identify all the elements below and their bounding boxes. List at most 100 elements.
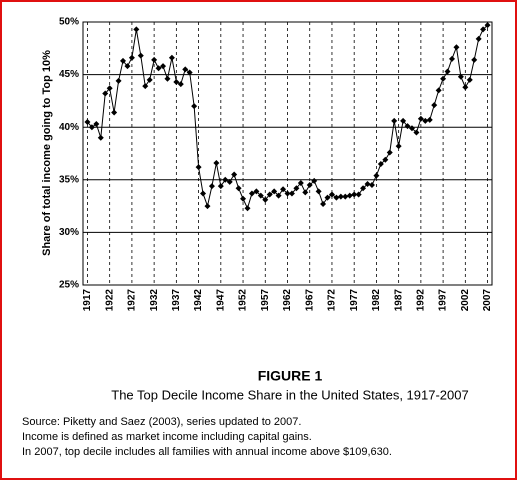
x-tick-label: 1972 [327,289,338,312]
data-point [244,205,251,212]
data-point [275,192,282,199]
data-point [142,83,149,90]
data-point [328,191,335,198]
data-point [155,65,162,72]
chart-subtitle: The Top Decile Income Share in the Unite… [111,387,468,402]
data-point [124,63,131,70]
data-point [382,156,389,163]
x-tick-label: 1962 [282,289,293,312]
data-point [475,35,482,42]
data-point [120,57,127,64]
data-point [395,143,402,150]
x-tick-label: 1957 [260,289,271,312]
data-point [471,56,478,63]
data-point [137,52,144,59]
data-point [231,171,238,178]
x-tick-label: 1987 [393,289,404,312]
note: Income is defined as market income inclu… [22,431,312,443]
chart-title: FIGURE 1 [258,368,323,384]
data-point [257,192,264,199]
x-tick-label: 1942 [193,289,204,312]
data-point [400,117,407,124]
data-point [484,22,491,29]
data-point [480,26,487,33]
data-point [97,134,104,141]
data-point [253,188,260,195]
data-point [217,183,224,190]
data-point [440,75,447,82]
x-tick-label: 1952 [238,289,249,312]
data-point [448,55,455,62]
data-point [417,115,424,122]
data-point [146,76,153,83]
data-point [160,63,167,70]
data-point [266,191,273,198]
data-point [337,193,344,200]
data-point [462,84,469,91]
data-point [128,54,135,61]
x-tick-label: 2007 [482,289,493,312]
data-point [457,73,464,80]
data-point [284,190,291,197]
data-point [84,118,91,125]
data-point [248,190,255,197]
data-point [208,183,215,190]
data-point [204,203,211,210]
data-point [271,188,278,195]
data-point [342,193,349,200]
x-tick-label: 1922 [104,289,115,312]
data-point [280,186,287,193]
data-point [102,90,109,97]
data-point [408,125,415,132]
data-point [422,117,429,124]
data-point [297,179,304,186]
note: Source: Piketty and Saez (2003), series … [22,416,301,428]
data-point [386,149,393,156]
data-point [302,189,309,196]
data-point [311,177,318,184]
data-point [360,185,367,192]
data-point [320,200,327,207]
y-axis-label: Share of total income going to Top 10% [41,50,53,256]
x-tick-label: 1932 [149,289,160,312]
x-tick-label: 1992 [416,289,427,312]
y-tick-label: 45% [59,69,79,80]
data-point [133,26,140,33]
x-tick-label: 2002 [460,289,471,312]
data-point [173,78,180,85]
x-tick-label: 1982 [371,289,382,312]
data-point [235,185,242,192]
data-point [93,121,100,128]
data-point [426,116,433,123]
data-point [111,109,118,116]
x-tick-label: 1997 [438,289,449,312]
data-point [444,68,451,75]
data-point [453,44,460,51]
data-point [88,124,95,131]
x-tick-label: 1917 [82,289,93,312]
y-tick-label: 50% [59,17,79,28]
data-point [431,102,438,109]
data-point [151,56,158,63]
data-point [222,176,229,183]
data-point [355,191,362,198]
data-point [200,190,207,197]
data-point [373,172,380,179]
data-point [213,159,220,166]
data-point [191,103,198,110]
data-point [306,182,313,189]
note: In 2007, top decile includes all familie… [22,446,392,458]
data-point [404,123,411,130]
data-point [177,81,184,88]
y-tick-label: 35% [59,174,79,185]
data-point [168,54,175,61]
data-point [435,87,442,94]
data-point [315,188,322,195]
data-point [293,185,300,192]
y-tick-label: 40% [59,122,79,133]
x-tick-label: 1967 [304,289,315,312]
data-point [391,117,398,124]
data-point [106,85,113,92]
